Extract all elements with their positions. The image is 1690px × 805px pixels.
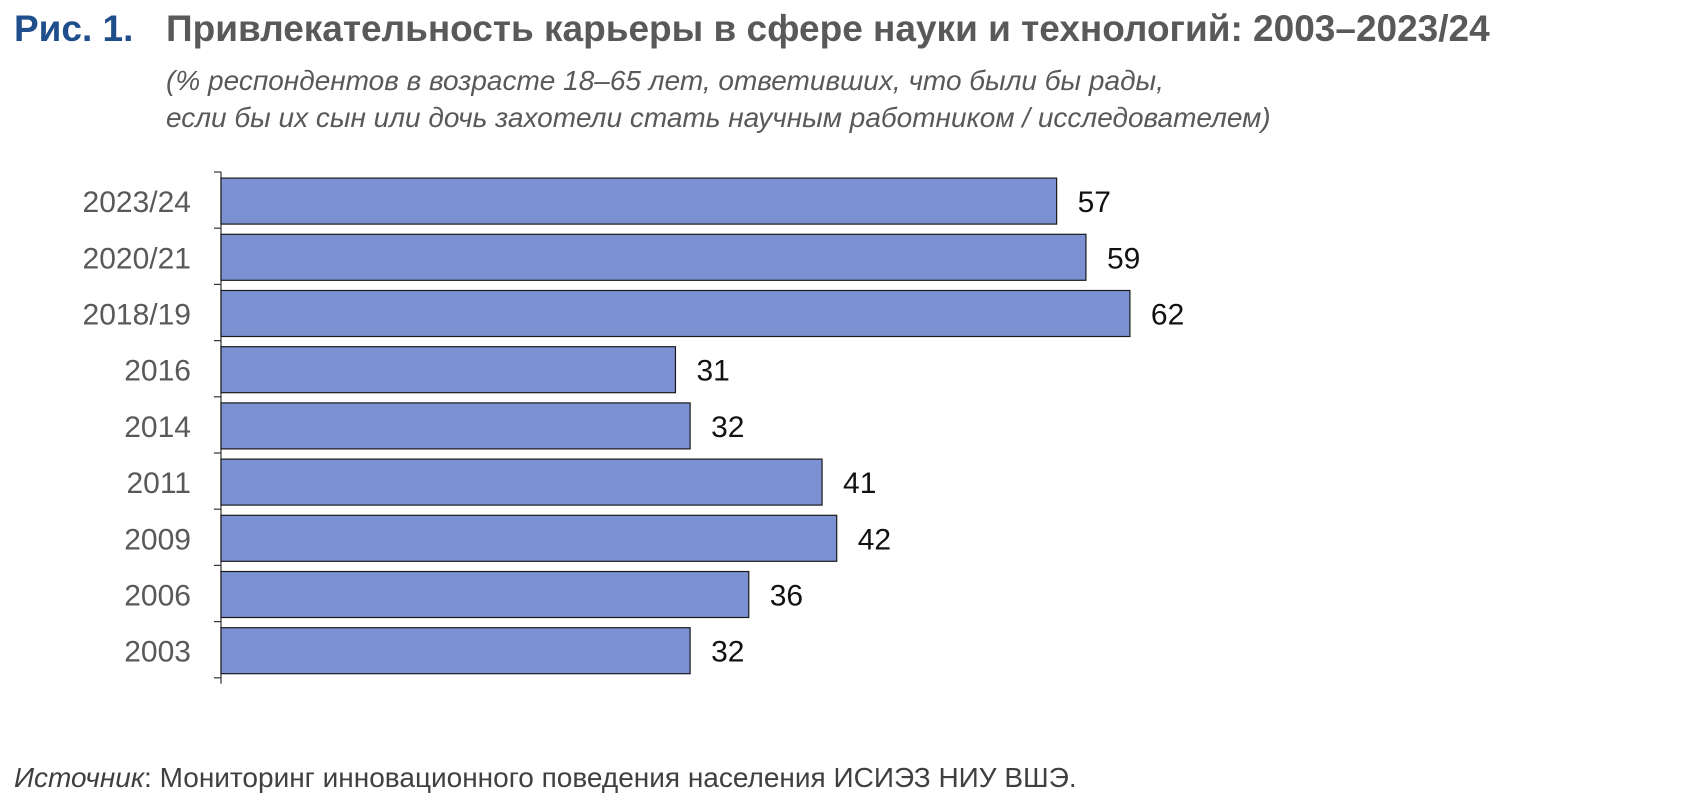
bar-2018-19 xyxy=(220,289,1131,338)
data-label: 42 xyxy=(858,523,891,556)
data-label: 59 xyxy=(1107,242,1140,275)
subtitle-line-1: (% респондентов в возрасте 18–65 лет, от… xyxy=(166,65,1164,96)
y-tick-label: 2014 xyxy=(124,411,191,444)
y-tick-label: 2009 xyxy=(124,523,191,556)
y-tick-label: 2003 xyxy=(124,636,191,669)
figure-title-row: Рис. 1. Привлекательность карьеры в сфер… xyxy=(14,8,1490,50)
y-tick-label: 2006 xyxy=(124,580,191,613)
y-tick-label: 2020/21 xyxy=(83,242,191,275)
bar-2006 xyxy=(220,570,750,619)
bar-2009 xyxy=(220,514,838,562)
y-tick-label: 2023/24 xyxy=(83,186,191,219)
bar-2014 xyxy=(220,402,691,450)
figure-subtitle: (% респондентов в возрасте 18–65 лет, от… xyxy=(166,62,1271,136)
data-label: 31 xyxy=(696,355,729,388)
source-label: Источник xyxy=(14,762,145,793)
data-label: 41 xyxy=(843,467,876,500)
bar-2023-24 xyxy=(220,177,1058,225)
figure-title: Привлекательность карьеры в сфере науки … xyxy=(166,8,1490,49)
bar-2003 xyxy=(220,627,691,675)
source-text: : Мониторинг инновационного поведения на… xyxy=(144,762,1077,793)
y-tick-label: 2016 xyxy=(124,355,191,388)
bar-2020-21 xyxy=(220,233,1087,281)
data-label: 32 xyxy=(711,636,744,669)
y-tick-label: 2018/19 xyxy=(83,299,191,332)
subtitle-line-2: если бы их сын или дочь захотели стать н… xyxy=(166,102,1271,133)
data-label: 57 xyxy=(1078,186,1111,219)
bar-2016 xyxy=(220,346,677,394)
data-label: 36 xyxy=(770,580,803,613)
bar-chart: 2023/24 57 2020/21 59 2018/19 62 2016 31 2014 32 2… xyxy=(83,171,1184,684)
source-note: Источник: Мониторинг инновационного пове… xyxy=(14,762,1077,794)
data-label: 32 xyxy=(711,411,744,444)
figure-label: Рис. 1. xyxy=(14,8,134,49)
bar-2011 xyxy=(220,458,823,506)
data-label: 62 xyxy=(1151,299,1184,332)
y-tick-label: 2011 xyxy=(126,467,191,500)
